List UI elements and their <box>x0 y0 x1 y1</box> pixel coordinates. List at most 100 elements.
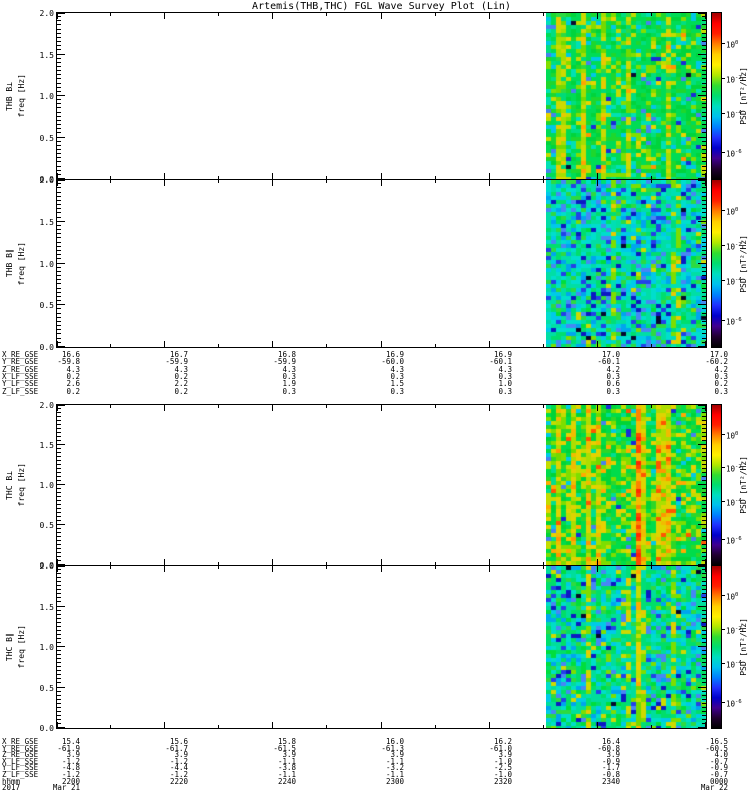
x-tick <box>543 562 544 565</box>
colorbar-tick <box>722 43 725 44</box>
y-tick <box>57 666 61 667</box>
y-tick <box>57 552 61 553</box>
var-value: 16.5 <box>709 737 728 746</box>
x-tick <box>435 344 436 347</box>
psd-label: PSD [nT²/Hz] <box>739 67 748 125</box>
var-value: -60.1 <box>489 357 512 367</box>
y-tick <box>702 62 706 63</box>
var-value: -1.1 <box>385 770 404 779</box>
var-value: -1.0 <box>493 770 512 779</box>
x-tick <box>543 180 544 183</box>
y-tick <box>57 192 61 193</box>
y-tick <box>57 45 61 46</box>
y-tick <box>57 699 61 700</box>
colorbar-tick <box>722 663 725 664</box>
x-tick <box>57 722 58 728</box>
var-value: -0.9 <box>601 756 620 766</box>
y-tick <box>57 254 61 255</box>
y-tick <box>57 233 61 234</box>
x-tick <box>597 722 598 728</box>
colorbar-tick-label: 100 <box>726 40 739 50</box>
var-value: -59.9 <box>273 357 296 367</box>
x-tick <box>705 341 706 347</box>
y-tick-label: 1.0 <box>39 92 54 101</box>
y-tick-label: 0.5 <box>39 683 54 693</box>
x-tick <box>381 173 382 179</box>
y-tick <box>57 480 61 481</box>
y-tick <box>702 440 706 441</box>
psd-label: PSD [nT²/Hz] <box>739 234 748 293</box>
var-value: 0.2 <box>714 379 728 389</box>
y-tick <box>702 74 706 75</box>
y-tick-label: 0.5 <box>39 301 54 311</box>
y-tick <box>57 432 61 433</box>
x-tick <box>705 180 706 186</box>
y-tick-label: 0.5 <box>39 521 54 530</box>
x-tick <box>435 176 436 179</box>
var-value: -0.7 <box>709 756 728 766</box>
y-tick <box>698 646 706 647</box>
y-tick <box>702 577 706 578</box>
y-tick <box>57 103 61 104</box>
colorbar-tick <box>722 210 725 211</box>
x-tick <box>597 341 598 347</box>
colorbar-tick <box>722 539 725 540</box>
x-tick <box>705 559 706 565</box>
y-tick <box>702 196 706 197</box>
y-tick <box>57 74 61 75</box>
colorbar-tick <box>722 434 725 435</box>
y-tick <box>702 711 706 712</box>
y-tick <box>57 196 61 197</box>
x-tick <box>272 722 273 728</box>
y-tick <box>702 333 706 334</box>
y-tick <box>702 321 706 322</box>
colorbar-tick-label: 10-4 <box>726 109 742 120</box>
y-tick <box>57 703 61 704</box>
colorbar-tick <box>722 280 725 281</box>
y-tick <box>57 128 61 129</box>
x-tick <box>164 180 165 186</box>
x-tick <box>57 559 58 565</box>
y-tick <box>702 225 706 226</box>
x-tick <box>597 173 598 179</box>
var-value: -1.2 <box>169 756 188 766</box>
x-tick <box>110 725 111 728</box>
y-tick <box>57 634 61 635</box>
var-value: 2.6 <box>66 379 80 389</box>
y-tick <box>57 137 65 138</box>
y-tick <box>57 695 61 696</box>
panel-axis-labels: THC B∥ freq [Hz] <box>4 565 34 729</box>
y-tick <box>702 703 706 704</box>
var-value: Mar 21 <box>52 783 80 793</box>
y-tick <box>57 618 61 619</box>
y-tick <box>702 66 706 67</box>
var-value: -4.8 <box>61 763 80 773</box>
x-tick <box>489 180 490 186</box>
x-tick <box>110 176 111 179</box>
y-tick <box>702 87 706 88</box>
x-tick <box>218 13 219 16</box>
x-tick <box>597 180 598 186</box>
y-tick <box>702 192 706 193</box>
var-value: 0000 <box>709 776 728 786</box>
y-tick <box>702 516 706 517</box>
y-tick <box>698 687 706 688</box>
var-value: 0.3 <box>606 386 620 396</box>
x-tick <box>164 341 165 347</box>
y-tick <box>702 246 706 247</box>
y-tick-label: 1.5 <box>39 602 54 612</box>
y-tick <box>57 646 65 647</box>
y-tick <box>57 424 61 425</box>
y-tick <box>702 157 706 158</box>
x-tick <box>326 176 327 179</box>
y-tick <box>57 78 61 79</box>
y-tick <box>702 149 706 150</box>
y-tick <box>57 448 61 449</box>
y-tick <box>57 597 61 598</box>
y-tick <box>57 682 61 683</box>
var-value: 4.3 <box>390 364 404 374</box>
y-tick <box>702 622 706 623</box>
y-tick <box>702 107 706 108</box>
y-tick <box>702 585 706 586</box>
y-tick <box>57 157 61 158</box>
